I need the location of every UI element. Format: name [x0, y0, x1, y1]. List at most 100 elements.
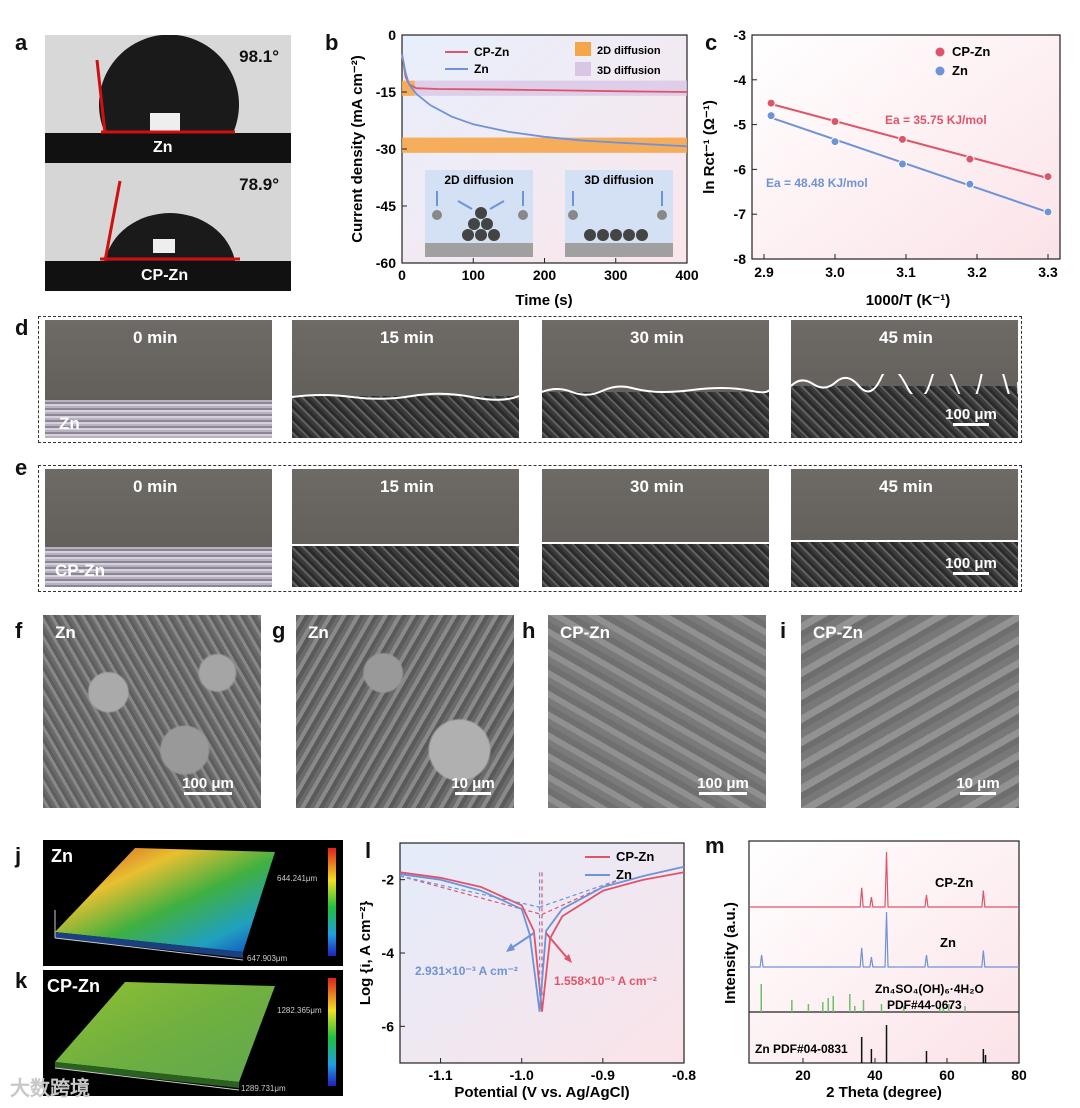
time-d-15: 15 min [380, 328, 434, 347]
xtick-label-b-3: 300 [604, 267, 628, 283]
xtick-label-l-0: -1.1 [429, 1067, 453, 1083]
optical-cpzn-0min: 0 min CP-Zn [45, 469, 272, 587]
chart-m-ylabel: Intensity (a.u.) [722, 902, 739, 1004]
panel-label-i: i [780, 618, 787, 643]
chart-m-xlabel: 2 Theta (degree) [826, 1084, 942, 1101]
chart-c-xlabel: 1000/T (K⁻¹) [866, 292, 951, 309]
series-l-cp-zn [399, 871, 685, 1012]
panel-e-frame [38, 465, 1022, 592]
profile-j-label: Zn [51, 846, 73, 866]
sem-f: Zn 100 μm [43, 615, 261, 808]
scalebar-d: 100 μm [939, 406, 1003, 426]
point-c-zn-1 [830, 137, 840, 147]
point-c-zn-0 [766, 111, 776, 121]
profile-3d-zn: Zn 644.241μm 647.903μm [43, 840, 343, 966]
point-c-zn-4 [1043, 207, 1053, 217]
region-b-2 [414, 80, 687, 96]
watermark: 大数跨境 [10, 1078, 90, 1100]
sem-h: CP-Zn 100 μm [548, 615, 766, 808]
ytick-label-c-4: -7 [734, 206, 747, 222]
series-b-zn [401, 53, 688, 148]
fit-line-c-zn [770, 116, 1049, 214]
sem-h-label: CP-Zn [560, 623, 611, 642]
chart-l: -1.1 -1.0 -0.9 -0.8 -2 -4 -6 CP-Zn Zn 2.931×10… [360, 842, 696, 1101]
profile-j-dim2: 647.903μm [247, 954, 288, 963]
xtick-label-m-2: 60 [939, 1067, 955, 1083]
time-d-30: 30 min [630, 328, 684, 347]
xtick-label-b-4: 400 [675, 267, 699, 283]
xrd-cp-zn [749, 851, 1019, 908]
ytick-label-b-0: 0 [388, 27, 396, 43]
scalebar-h: 100 μm [688, 775, 758, 795]
profile-k-dim2: 1289.731μm [241, 1084, 286, 1093]
ytick-label-b-1: -15 [376, 84, 396, 100]
xtick-label-b-1: 100 [462, 267, 486, 283]
ytick-label-c-5: -8 [734, 251, 747, 267]
time-e-45: 45 min [879, 477, 933, 496]
optical-cpzn-45min: 45 min 100 μm [791, 469, 1018, 587]
xtick-label-l-2: -0.9 [591, 1067, 615, 1083]
xrd-zn [749, 911, 1019, 968]
xtick-label-l-1: -1.0 [510, 1067, 534, 1083]
tafel-fit-left-zn [399, 875, 540, 908]
xtick-label-l-3: -0.8 [672, 1067, 696, 1083]
tafel-fit-right-zn [539, 879, 620, 908]
xtick-label-b-2: 200 [533, 267, 557, 283]
inset-2d-particles [432, 191, 528, 241]
contact-angle-photo-zn: 98.1° Zn [45, 35, 291, 163]
xtick-label-m-1: 40 [867, 1067, 883, 1083]
time-e-15: 15 min [380, 477, 434, 496]
series-l-zn [399, 865, 685, 1012]
contact-label-zn: Zn [153, 139, 173, 156]
sample-e: CP-Zn [55, 561, 106, 580]
time-e-0: 0 min [133, 477, 178, 496]
region-b-1 [402, 137, 687, 153]
legend-c-zn: Zn [952, 63, 968, 78]
chart-c-plot-area [751, 34, 1061, 260]
legend-2d-diffusion: 2D diffusion [597, 45, 661, 57]
chart-c-ylabel: ln Rct⁻¹ (Ω⁻¹) [701, 100, 718, 194]
xtick-label-b-0: 0 [398, 267, 406, 283]
label-m-pdf44: PDF#44-0673 [887, 998, 962, 1012]
panel-label-g: g [272, 618, 286, 643]
panel-label-h: h [522, 618, 536, 643]
label-m-cpzn: CP-Zn [935, 875, 973, 890]
time-d-45: 45 min [879, 328, 933, 347]
optical-zn-45min: 45 min 100 μm [791, 320, 1018, 438]
ytick-label-l-2: -6 [382, 1018, 395, 1034]
optical-cpzn-30min: 30 min [542, 469, 769, 587]
time-e-30: 30 min [630, 477, 684, 496]
ytick-label-l-1: -4 [382, 945, 395, 961]
contact-angle-cpzn: 78.9° [239, 175, 279, 194]
chart-c: 2.9 3.0 3.1 3.2 3.3 -3 -4 -5 -6 -7 -8 CP-Zn Zn Ea … [701, 27, 1061, 309]
panel-label-b: b [325, 30, 339, 55]
panel-label-e: e [15, 455, 28, 480]
time-d-0: 0 min [133, 328, 178, 347]
xtick-label-m-3: 80 [1011, 1067, 1027, 1083]
xtick-label-c-1: 3.0 [825, 264, 845, 280]
chart-l-xlabel: Potential (V vs. Ag/AgCl) [454, 1084, 629, 1101]
ytick-label-b-4: -60 [376, 255, 396, 271]
legend-b-zn: Zn [474, 62, 489, 76]
label-m-zn: Zn [940, 935, 956, 950]
sample-d: Zn [59, 414, 80, 433]
ytick-label-c-3: -6 [734, 161, 747, 177]
sem-i-label: CP-Zn [813, 623, 864, 642]
inset-3d-label: 3D diffusion [584, 173, 653, 187]
panel-label-m: m [705, 833, 725, 858]
label-m-pdf04: Zn PDF#04-0831 [755, 1042, 848, 1056]
optical-zn-15min: 15 min [292, 320, 519, 438]
point-c-cp-zn-0 [766, 98, 776, 108]
profile-k-dim1: 1282.365μm [277, 1006, 322, 1015]
fit-line-c-cp-zn [770, 103, 1049, 180]
profile-3d-cpzn: CP-Zn 1282.365μm 1289.731μm [43, 970, 343, 1096]
contact-angle-zn: 98.1° [239, 47, 279, 66]
panel-label-a: a [15, 30, 28, 55]
legend-l-cpzn: CP-Zn [616, 849, 654, 864]
profile-k-label: CP-Zn [47, 976, 100, 996]
panel-label-c: c [705, 30, 718, 55]
xtick-label-c-3: 3.2 [967, 264, 987, 280]
scalebar-g: 10 μm [448, 775, 498, 795]
point-c-cp-zn-2 [897, 134, 907, 144]
